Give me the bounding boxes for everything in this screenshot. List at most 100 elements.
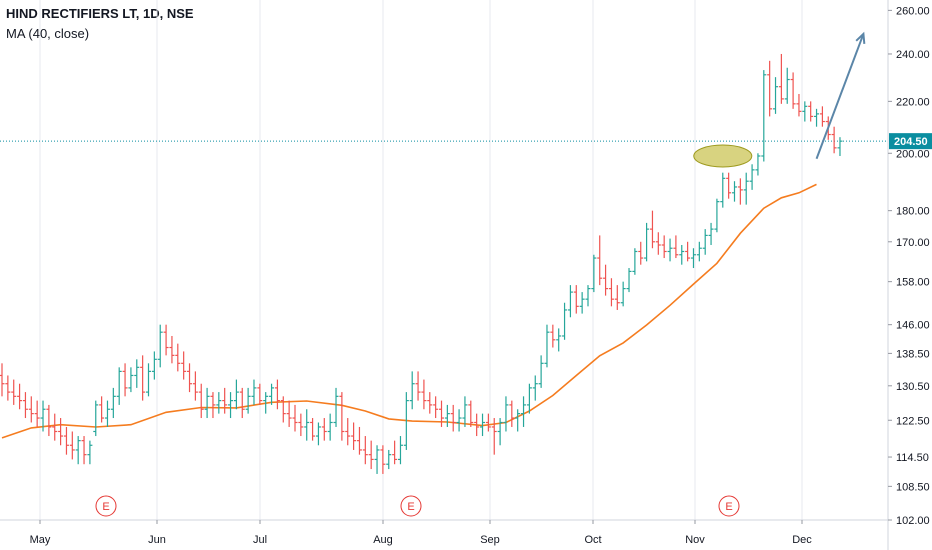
- ohlc-bar: [298, 413, 304, 437]
- ohlc-bar: [573, 285, 579, 314]
- time-tick-label: Oct: [584, 534, 601, 546]
- time-tick-label: Aug: [373, 534, 393, 546]
- time-tick-label: May: [30, 534, 51, 546]
- ohlc-bar: [163, 324, 169, 356]
- ohlc-bar: [69, 431, 75, 460]
- ohlc-bar: [380, 445, 386, 474]
- ohlc-bar: [169, 335, 175, 364]
- ohlc-bar: [509, 400, 515, 427]
- ohlc-bar: [761, 70, 767, 162]
- earnings-circle: [718, 495, 740, 517]
- ohlc-bar: [345, 418, 351, 446]
- ohlc-bar: [274, 379, 280, 410]
- ohlc-bar: [110, 387, 116, 419]
- ohlc-bar: [181, 351, 187, 380]
- annotations-layer: [693, 31, 866, 168]
- ohlc-bar: [790, 72, 796, 109]
- ohlc-bar: [819, 106, 825, 127]
- ohlc-bar: [837, 137, 843, 156]
- ohlc-bar: [532, 375, 538, 401]
- ohlc-bar: [567, 285, 573, 318]
- ohlc-bar: [450, 404, 456, 432]
- earnings-marker[interactable]: E: [95, 495, 117, 517]
- ohlc-bar: [720, 172, 726, 208]
- ohlc-bar: [93, 400, 99, 437]
- ohlc-bar: [104, 400, 110, 427]
- ohlc-bar: [11, 379, 17, 405]
- ohlc-bar: [351, 422, 357, 450]
- price-tick-label: 170.00: [896, 237, 930, 249]
- ohlc-bar: [368, 440, 374, 470]
- price-tick-label: 220.00: [896, 96, 930, 108]
- indicator-legend[interactable]: MA (40, close): [6, 26, 90, 41]
- price-tick-label: 260.00: [896, 5, 930, 17]
- highlight-ellipse: [693, 144, 753, 168]
- trend-arrow: [815, 33, 865, 160]
- ohlc-bar: [767, 60, 773, 117]
- ohlc-bar: [831, 126, 837, 154]
- ohlc-bar: [128, 367, 134, 393]
- ohlc-bar: [415, 371, 421, 401]
- earnings-circle: [95, 495, 117, 517]
- ohlc-bar: [46, 404, 52, 437]
- earnings-marker[interactable]: E: [718, 495, 740, 517]
- ohlc-bar: [585, 285, 591, 307]
- earnings-marker[interactable]: E: [400, 495, 422, 517]
- ohlc-bar: [702, 229, 708, 255]
- price-tick-label: 114.50: [896, 452, 929, 464]
- ohlc-bar: [778, 53, 784, 104]
- time-axis[interactable]: May Jun Jul Aug Sep Oct Nov Dec: [0, 519, 888, 546]
- ohlc-bar: [198, 383, 204, 419]
- ohlc-bar: [814, 108, 820, 127]
- ohlc-bar: [673, 235, 679, 259]
- ohlc-bar: [526, 383, 532, 414]
- ohlc-bar: [397, 436, 403, 465]
- last-price-tag-label: 204.50: [894, 136, 928, 148]
- ohlc-bar: [456, 409, 462, 432]
- ohlc-bar: [444, 404, 450, 427]
- ohlc-bar: [292, 404, 298, 432]
- ohlc-bar: [116, 367, 122, 405]
- price-tick-label: 108.50: [896, 481, 930, 493]
- ohlc-bar: [17, 383, 23, 410]
- ohlc-bar: [151, 351, 157, 380]
- time-tick-label: Dec: [792, 534, 812, 546]
- ohlc-bar: [802, 101, 808, 122]
- ohlc-bar: [216, 392, 222, 414]
- time-tick-label: Sep: [480, 534, 500, 546]
- ohlc-bar: [714, 198, 720, 233]
- ohlc-bar: [263, 392, 269, 414]
- symbol-title[interactable]: HIND RECTIFIERS LT, 1D, NSE: [6, 6, 194, 21]
- ohlc-bar: [81, 436, 87, 465]
- ohlc-bar: [228, 392, 234, 419]
- ohlc-bar: [427, 392, 433, 414]
- ohlc-bar: [708, 222, 714, 245]
- ohlc-bar: [649, 210, 655, 249]
- ohlc-bar: [515, 409, 521, 432]
- ohlc-bar: [269, 383, 275, 405]
- ohlc-bar: [690, 248, 696, 269]
- ohlc-bar: [134, 359, 140, 388]
- ohlc-bar: [732, 181, 737, 202]
- ohlc-bar: [620, 281, 626, 307]
- chart-header: HIND RECTIFIERS LT, 1D, NSE MA (40, clos…: [6, 6, 194, 41]
- ohlc-bar: [556, 328, 562, 352]
- ohlc-bar: [310, 418, 316, 441]
- ohlc-bar: [374, 445, 380, 474]
- ohlc-bar: [222, 387, 228, 414]
- ohlc-bar: [439, 400, 444, 427]
- time-tick-label: Nov: [685, 534, 705, 546]
- ohlc-bar: [22, 392, 28, 419]
- ohlc-bar: [286, 400, 292, 427]
- ohlc-bar: [187, 363, 193, 393]
- ohlc-bar: [743, 172, 749, 205]
- ohlc-bar: [257, 383, 263, 405]
- ohlc-bar: [75, 436, 81, 465]
- earnings-circle: [400, 495, 422, 517]
- ohlc-bar: [392, 440, 398, 465]
- ohlc-bar: [784, 67, 790, 104]
- price-axis[interactable]: 260.00 240.00 220.00 200.00 180.00 170.00 158.…: [887, 0, 932, 550]
- ohlc-bar: [315, 422, 321, 446]
